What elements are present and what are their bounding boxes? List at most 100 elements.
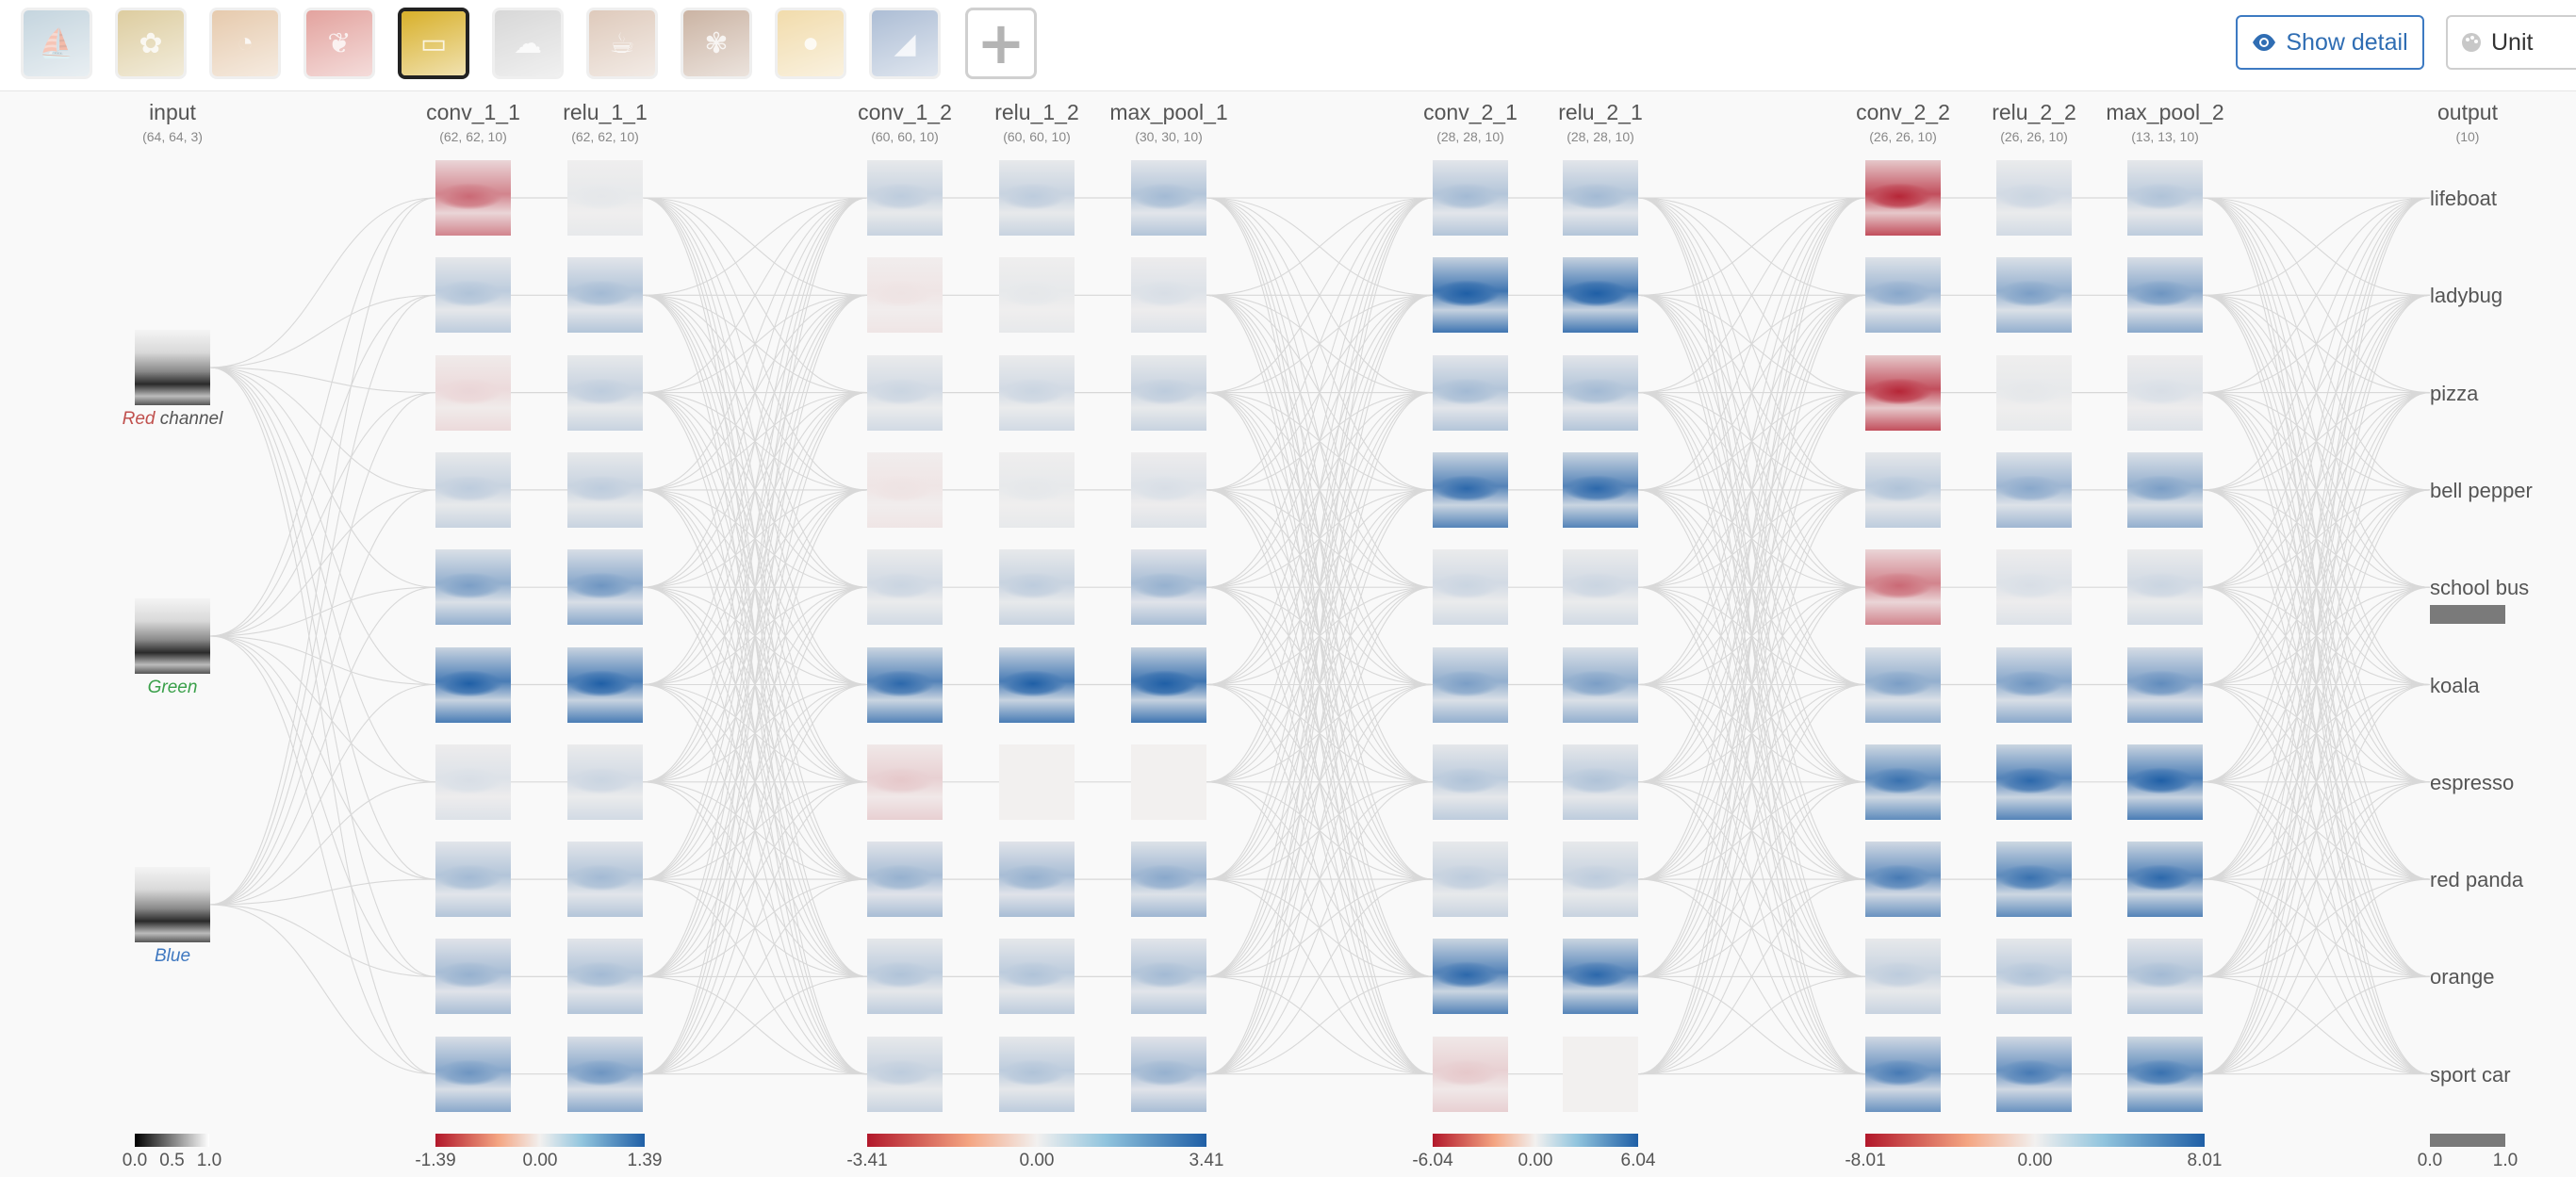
feature-map[interactable] [2127, 549, 2203, 626]
feature-map[interactable] [1865, 257, 1941, 334]
feature-map[interactable] [2127, 257, 2203, 334]
sport-car-thumbnail[interactable]: ◢ [869, 8, 941, 79]
feature-map[interactable] [867, 646, 943, 723]
feature-map[interactable] [999, 549, 1075, 626]
feature-map[interactable] [867, 842, 943, 918]
feature-map[interactable] [1996, 744, 2072, 820]
add-image-button[interactable]: + [965, 8, 1037, 79]
feature-map[interactable] [435, 842, 511, 918]
input-channel-image[interactable] [135, 598, 210, 674]
feature-map[interactable] [867, 160, 943, 236]
feature-map[interactable] [1563, 646, 1638, 723]
feature-map[interactable] [567, 451, 643, 528]
feature-map[interactable] [999, 160, 1075, 236]
feature-map[interactable] [867, 354, 943, 431]
feature-map[interactable] [1131, 939, 1206, 1015]
feature-map[interactable] [867, 1036, 943, 1112]
feature-map[interactable] [1996, 160, 2072, 236]
feature-map[interactable] [2127, 160, 2203, 236]
feature-map[interactable] [1433, 549, 1508, 626]
feature-map[interactable] [999, 939, 1075, 1015]
feature-map[interactable] [435, 354, 511, 431]
feature-map[interactable] [1433, 744, 1508, 820]
show-detail-button[interactable]: Show detail [2236, 15, 2424, 70]
feature-map[interactable] [1996, 354, 2072, 431]
unit-button[interactable]: Unit [2446, 15, 2576, 70]
feature-map[interactable] [1996, 939, 2072, 1015]
feature-map[interactable] [999, 1036, 1075, 1112]
feature-map[interactable] [567, 257, 643, 334]
feature-map[interactable] [1433, 842, 1508, 918]
feature-map[interactable] [1865, 354, 1941, 431]
feature-map[interactable] [435, 1036, 511, 1112]
red-panda-thumbnail[interactable]: ✾ [681, 8, 752, 79]
feature-map[interactable] [1433, 939, 1508, 1015]
feature-map[interactable] [567, 744, 643, 820]
feature-map[interactable] [1131, 160, 1206, 236]
feature-map[interactable] [567, 939, 643, 1015]
feature-map[interactable] [1563, 354, 1638, 431]
feature-map[interactable] [1131, 354, 1206, 431]
feature-map[interactable] [1131, 646, 1206, 723]
feature-map[interactable] [567, 549, 643, 626]
feature-map[interactable] [1131, 451, 1206, 528]
feature-map[interactable] [999, 646, 1075, 723]
feature-map[interactable] [1996, 842, 2072, 918]
feature-map[interactable] [1433, 1036, 1508, 1112]
feature-map[interactable] [567, 646, 643, 723]
feature-map[interactable] [435, 257, 511, 334]
feature-map[interactable] [1865, 842, 1941, 918]
input-channel-image[interactable] [135, 867, 210, 942]
feature-map[interactable] [1563, 160, 1638, 236]
feature-map[interactable] [1131, 257, 1206, 334]
feature-map[interactable] [2127, 354, 2203, 431]
feature-map[interactable] [567, 842, 643, 918]
feature-map[interactable] [435, 160, 511, 236]
feature-map[interactable] [999, 354, 1075, 431]
feature-map[interactable] [435, 549, 511, 626]
pizza-thumbnail[interactable]: ◔ [209, 8, 281, 79]
feature-map[interactable] [999, 451, 1075, 528]
feature-map[interactable] [435, 451, 511, 528]
espresso-thumbnail[interactable]: ☕ [586, 8, 658, 79]
feature-map[interactable] [1131, 1036, 1206, 1112]
feature-map[interactable] [1865, 744, 1941, 820]
feature-map[interactable] [1131, 744, 1206, 820]
feature-map[interactable] [1865, 160, 1941, 236]
feature-map[interactable] [1865, 1036, 1941, 1112]
feature-map[interactable] [1433, 257, 1508, 334]
feature-map[interactable] [999, 842, 1075, 918]
feature-map[interactable] [567, 354, 643, 431]
feature-map[interactable] [435, 939, 511, 1015]
feature-map[interactable] [1433, 451, 1508, 528]
feature-map[interactable] [1563, 257, 1638, 334]
feature-map[interactable] [867, 257, 943, 334]
feature-map[interactable] [1563, 744, 1638, 820]
koala-thumbnail[interactable]: ☁ [492, 8, 564, 79]
feature-map[interactable] [1865, 549, 1941, 626]
feature-map[interactable] [435, 744, 511, 820]
feature-map[interactable] [1996, 549, 2072, 626]
feature-map[interactable] [1996, 1036, 2072, 1112]
feature-map[interactable] [1563, 451, 1638, 528]
feature-map[interactable] [1131, 549, 1206, 626]
feature-map[interactable] [999, 257, 1075, 334]
feature-map[interactable] [999, 744, 1075, 820]
feature-map[interactable] [1433, 646, 1508, 723]
feature-map[interactable] [2127, 744, 2203, 820]
feature-map[interactable] [567, 1036, 643, 1112]
input-channel-image[interactable] [135, 330, 210, 405]
feature-map[interactable] [2127, 451, 2203, 528]
ladybug-thumbnail[interactable]: ✿ [115, 8, 187, 79]
feature-map[interactable] [1433, 160, 1508, 236]
feature-map[interactable] [1433, 354, 1508, 431]
school-bus-thumbnail[interactable]: ▭ [398, 8, 469, 79]
feature-map[interactable] [1996, 257, 2072, 334]
feature-map[interactable] [1865, 939, 1941, 1015]
feature-map[interactable] [1996, 646, 2072, 723]
feature-map[interactable] [567, 160, 643, 236]
feature-map[interactable] [2127, 939, 2203, 1015]
feature-map[interactable] [867, 939, 943, 1015]
feature-map[interactable] [1563, 939, 1638, 1015]
feature-map[interactable] [867, 549, 943, 626]
